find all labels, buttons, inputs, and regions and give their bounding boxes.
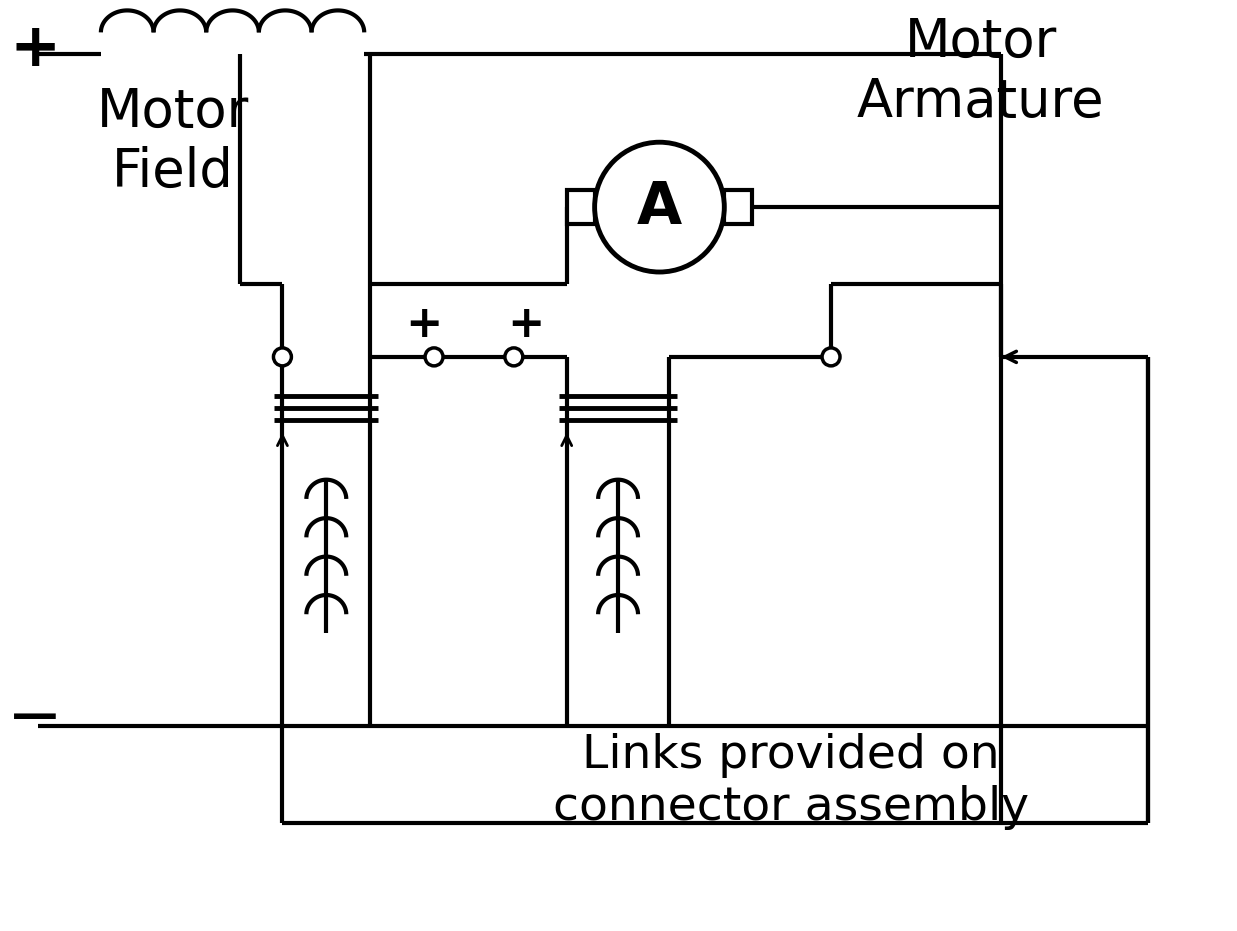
Text: −: − <box>7 685 63 751</box>
Text: Links provided on
connector assembly: Links provided on connector assembly <box>553 733 1029 830</box>
Text: Motor
Armature: Motor Armature <box>857 16 1105 128</box>
Circle shape <box>426 348 443 366</box>
Circle shape <box>823 348 840 366</box>
Text: +: + <box>507 304 544 346</box>
Circle shape <box>505 348 523 366</box>
Text: +: + <box>10 20 61 79</box>
Text: Motor
Field: Motor Field <box>96 86 249 198</box>
Text: A: A <box>637 179 682 236</box>
Bar <box>567 190 595 224</box>
Bar <box>725 190 752 224</box>
Circle shape <box>273 348 292 366</box>
Text: +: + <box>406 304 443 346</box>
Circle shape <box>595 142 725 272</box>
